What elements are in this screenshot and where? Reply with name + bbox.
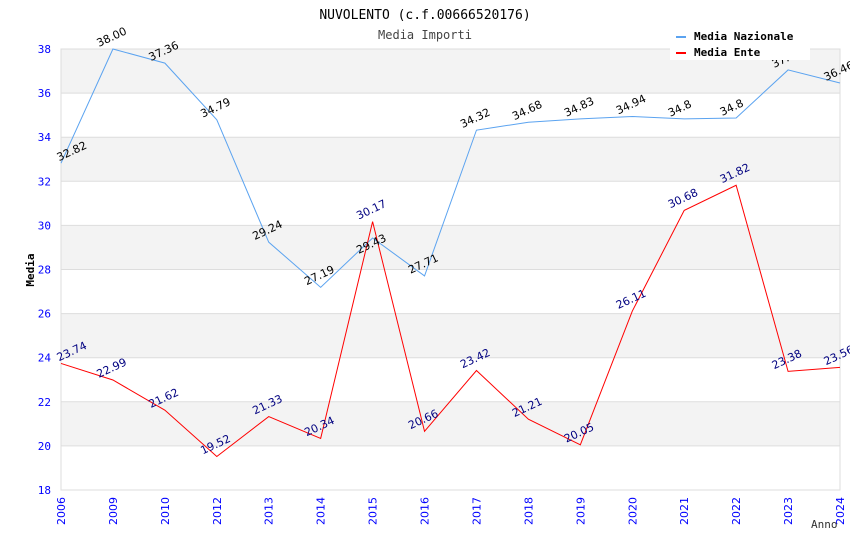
x-tick-label: 2021: [678, 497, 691, 525]
grid-band: [61, 93, 840, 138]
y-tick-label: 26: [38, 308, 51, 321]
x-tick-label: 2023: [782, 497, 795, 525]
x-tick-label: 2013: [263, 497, 276, 525]
x-tick-label: 2019: [574, 497, 587, 525]
x-tick-label: 2020: [626, 497, 639, 525]
y-tick-label: 30: [38, 219, 51, 232]
legend-swatch: [676, 52, 686, 54]
x-tick-label: 2018: [522, 497, 535, 525]
x-tick-label: 2012: [211, 497, 224, 525]
y-tick-label: 20: [38, 440, 51, 453]
plot-frame: [60, 48, 841, 491]
grid-band: [61, 445, 840, 490]
y-tick-label: 22: [38, 396, 51, 409]
x-tick-label: 2017: [470, 497, 483, 525]
y-tick-label: 38: [38, 43, 51, 56]
grid-band: [61, 269, 840, 314]
series-line-media-ente: [60, 184, 841, 458]
grid-band: [61, 401, 840, 446]
grid-band: [61, 357, 840, 402]
chart-title: NUVOLENTO (c.f.00666520176): [319, 8, 530, 23]
grid-band: [61, 313, 840, 358]
x-axis-label: Anno: [811, 518, 838, 531]
legend-label: Media Ente: [694, 46, 761, 59]
x-tick-label: 2010: [159, 497, 172, 525]
series-line-media-nazionale: [60, 48, 841, 289]
y-tick-label: 36: [38, 87, 51, 100]
grid-band: [61, 225, 840, 270]
x-tick-label: 2015: [367, 497, 380, 525]
chart-subtitle: Media Importi: [378, 28, 472, 42]
grid-band: [61, 137, 840, 182]
x-tick-label: 2014: [315, 497, 328, 525]
data-label: 38.00: [95, 25, 129, 50]
y-axis-label: Media: [24, 253, 37, 286]
x-tick-label: 2009: [107, 497, 120, 525]
x-tick-label: 2016: [419, 497, 432, 525]
legend-label: Media Nazionale: [694, 30, 794, 43]
x-tick-label: 2022: [730, 497, 743, 525]
x-tick-label: 2024: [834, 497, 847, 525]
y-tick-label: 28: [38, 264, 51, 277]
y-tick-label: 34: [38, 131, 52, 144]
x-tick-label: 2006: [55, 497, 68, 525]
legend: Media Nazionale Media Ente: [670, 26, 810, 60]
y-tick-label: 32: [38, 175, 51, 188]
legend-swatch: [676, 36, 686, 38]
y-tick-label: 24: [38, 352, 52, 365]
y-tick-label: 18: [38, 484, 51, 497]
